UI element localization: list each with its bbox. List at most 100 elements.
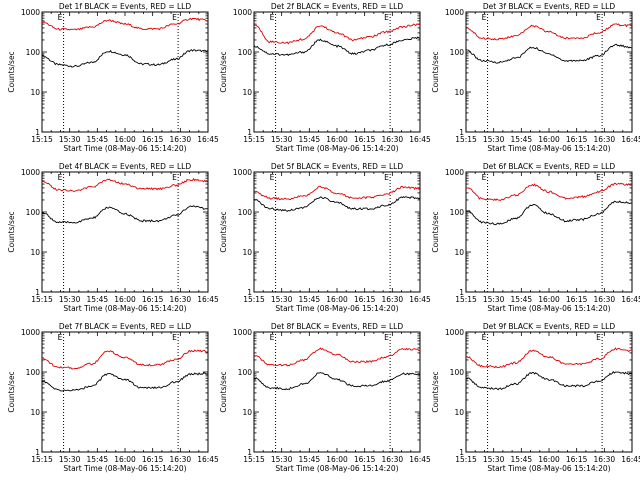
marker-label: E [172,333,177,342]
x-axis-label: Start Time (08-May-06 15:14:20) [63,464,186,473]
events-series-line [41,205,209,224]
plot-frame [41,331,209,453]
chart-panel: Det 7f BLACK = Events, RED = LLD 1 10 100 10… [7,322,219,473]
y-tick-label: 100 [238,208,253,217]
x-tick-label: 15:30 [59,135,81,144]
x-tick-label: 16:15 [566,135,588,144]
x-tick-label: 16:15 [142,455,164,464]
y-tick-label: 100 [26,208,41,217]
x-tick-label: 16:45 [197,295,219,304]
y-axis-label: Counts/sec [7,371,16,412]
x-tick-label: 15:15 [455,135,477,144]
marker-label: E [384,333,389,342]
x-axis-label: Start Time (08-May-06 15:14:20) [63,304,186,313]
x-tick-label: 16:15 [142,135,164,144]
x-tick-label: 16:45 [409,135,431,144]
marker-label: E [596,173,601,182]
x-tick-label: 16:30 [594,455,616,464]
x-tick-label: 16:15 [566,455,588,464]
x-tick-label: 15:30 [59,455,81,464]
x-axis-label: Start Time (08-May-06 15:14:20) [63,144,186,153]
x-tick-label: 16:30 [170,135,192,144]
marker-label: E [596,333,601,342]
x-tick-label: 16:30 [170,295,192,304]
lld-series-line [466,182,633,202]
y-tick-label: 100 [238,368,253,377]
marker-label: E [270,173,275,182]
y-tick-label: 1000 [445,8,464,17]
plot-frame [253,171,421,293]
chart-panel: Det 3f BLACK = Events, RED = LLD 1 10 100 10… [431,2,640,153]
x-tick-label: 15:45 [87,295,109,304]
y-tick-label: 1000 [233,8,252,17]
events-series-line [465,200,633,226]
marker-label: E [270,13,275,22]
x-tick-label: 16:00 [326,455,348,464]
x-axis-label: Start Time (08-May-06 15:14:20) [275,464,398,473]
plot-frame [253,331,421,453]
x-tick-label: 15:45 [299,295,321,304]
marker-label: E [482,13,487,22]
x-tick-label: 15:15 [31,295,53,304]
y-axis-label: Counts/sec [7,211,16,252]
x-tick-label: 16:45 [409,455,431,464]
chart-title: Det 6f BLACK = Events, RED = LLD [483,162,616,171]
plot-frame [465,331,633,453]
y-tick-label: 1 [35,128,40,137]
x-tick-label: 15:15 [243,455,265,464]
chart-panel: Det 1f BLACK = Events, RED = LLD 1 10 100 10… [7,2,219,153]
marker-label: E [58,13,63,22]
y-tick-label: 100 [450,208,465,217]
x-tick-label: 16:30 [170,455,192,464]
x-tick-label: 15:30 [59,295,81,304]
x-tick-label: 16:30 [594,295,616,304]
y-tick-label: 100 [26,48,41,57]
x-tick-label: 16:30 [382,295,404,304]
y-tick-label: 10 [454,408,464,417]
y-tick-label: 1 [459,448,464,457]
x-axis-label: Start Time (08-May-06 15:14:20) [275,304,398,313]
chart-title: Det 9f BLACK = Events, RED = LLD [483,322,616,331]
x-tick-label: 15:45 [299,135,321,144]
events-series-line [465,43,633,64]
plot-frame [465,11,633,133]
x-tick-label: 16:15 [566,295,588,304]
plot-frame [253,11,421,133]
lld-series-line [253,347,421,367]
lld-series-line [465,23,633,41]
chart-panel: Det 5f BLACK = Events, RED = LLD 1 10 100 10… [219,162,431,313]
y-tick-label: 1 [35,288,40,297]
y-tick-label: 1 [247,128,252,137]
x-tick-label: 15:15 [31,455,53,464]
events-series-line [41,49,209,68]
lld-series-line [41,349,209,370]
x-tick-label: 15:15 [31,135,53,144]
events-series-line [41,372,209,392]
marker-label: E [482,173,487,182]
lld-series-line [42,177,209,193]
y-tick-label: 10 [30,88,40,97]
y-tick-label: 1 [247,448,252,457]
x-tick-label: 16:30 [382,135,404,144]
plot-frame [41,11,209,133]
y-tick-label: 10 [454,248,464,257]
x-tick-label: 15:15 [243,135,265,144]
x-tick-label: 16:00 [538,135,560,144]
x-tick-label: 16:00 [538,455,560,464]
x-axis-label: Start Time (08-May-06 15:14:20) [275,144,398,153]
plot-frame [41,171,209,293]
x-tick-label: 16:45 [621,455,640,464]
x-axis-label: Start Time (08-May-06 15:14:20) [487,304,610,313]
marker-label: E [482,333,487,342]
y-tick-label: 100 [238,48,253,57]
y-axis-label: Counts/sec [431,51,440,92]
lld-series-line [253,185,421,201]
y-axis-label: Counts/sec [7,51,16,92]
y-tick-label: 10 [242,88,252,97]
chart-title: Det 2f BLACK = Events, RED = LLD [271,2,404,11]
y-tick-label: 1000 [233,328,252,337]
chart-panel: Det 2f BLACK = Events, RED = LLD 1 10 100 10… [219,2,431,153]
y-tick-label: 1000 [21,328,40,337]
x-axis-label: Start Time (08-May-06 15:14:20) [487,464,610,473]
